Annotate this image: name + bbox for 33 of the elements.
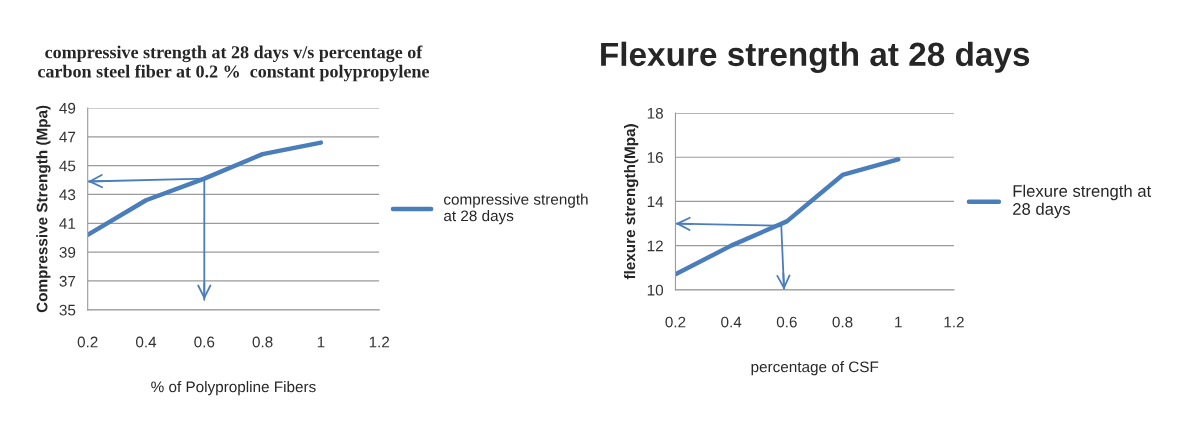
y-tick-label: 49 bbox=[59, 102, 76, 114]
y-tick-label: 35 bbox=[59, 304, 76, 316]
y-tick-label: 18 bbox=[647, 107, 663, 119]
y-axis-title: Compressive Strength (Mpa) bbox=[36, 105, 51, 313]
y-tick-label: 41 bbox=[59, 218, 76, 229]
y-tick-label: 43 bbox=[59, 189, 76, 201]
y-tick-label: 47 bbox=[59, 131, 76, 143]
y-tick-label: 37 bbox=[59, 275, 76, 287]
y-tick-label: 45 bbox=[59, 160, 76, 172]
chart-title: compressive strength at 28 days v/s percentage of carbon steel fiber at 0.2 % constant polypropylene bbox=[38, 45, 429, 82]
x-tick-label: 0.6 bbox=[194, 336, 215, 348]
x-tick-label: 1.2 bbox=[369, 336, 390, 348]
x-tick-label: 0.8 bbox=[252, 336, 273, 348]
y-tick-label: 16 bbox=[647, 152, 663, 163]
x-tick-label: 1.2 bbox=[944, 316, 964, 328]
y-tick-label: 12 bbox=[647, 240, 663, 252]
x-tick-label: 0.6 bbox=[776, 316, 797, 328]
x-tick-label: 0.2 bbox=[77, 336, 98, 348]
y-tick-label: 39 bbox=[59, 247, 76, 258]
x-tick-label: 0.4 bbox=[135, 336, 157, 348]
chart-title: Flexure strength at 28 days bbox=[601, 41, 1030, 73]
x-axis-title: % of Polypropline Fibers bbox=[151, 381, 316, 396]
y-tick-label: 14 bbox=[647, 196, 664, 207]
x-tick-label: 1 bbox=[317, 336, 325, 348]
y-axis-title: flexure strength(Mpa) bbox=[624, 124, 639, 280]
x-tick-label: 1 bbox=[895, 316, 902, 328]
y-tick-label: 10 bbox=[647, 284, 664, 296]
legend-label: Flexure strength at 28 days bbox=[1013, 184, 1152, 219]
x-tick-label: 0.4 bbox=[721, 316, 742, 328]
x-tick-label: 0.2 bbox=[665, 316, 686, 328]
x-axis-title: percentage of CSF bbox=[751, 361, 879, 376]
x-tick-label: 0.8 bbox=[832, 316, 853, 328]
legend-label: compressive strength at 28 days bbox=[444, 193, 588, 225]
